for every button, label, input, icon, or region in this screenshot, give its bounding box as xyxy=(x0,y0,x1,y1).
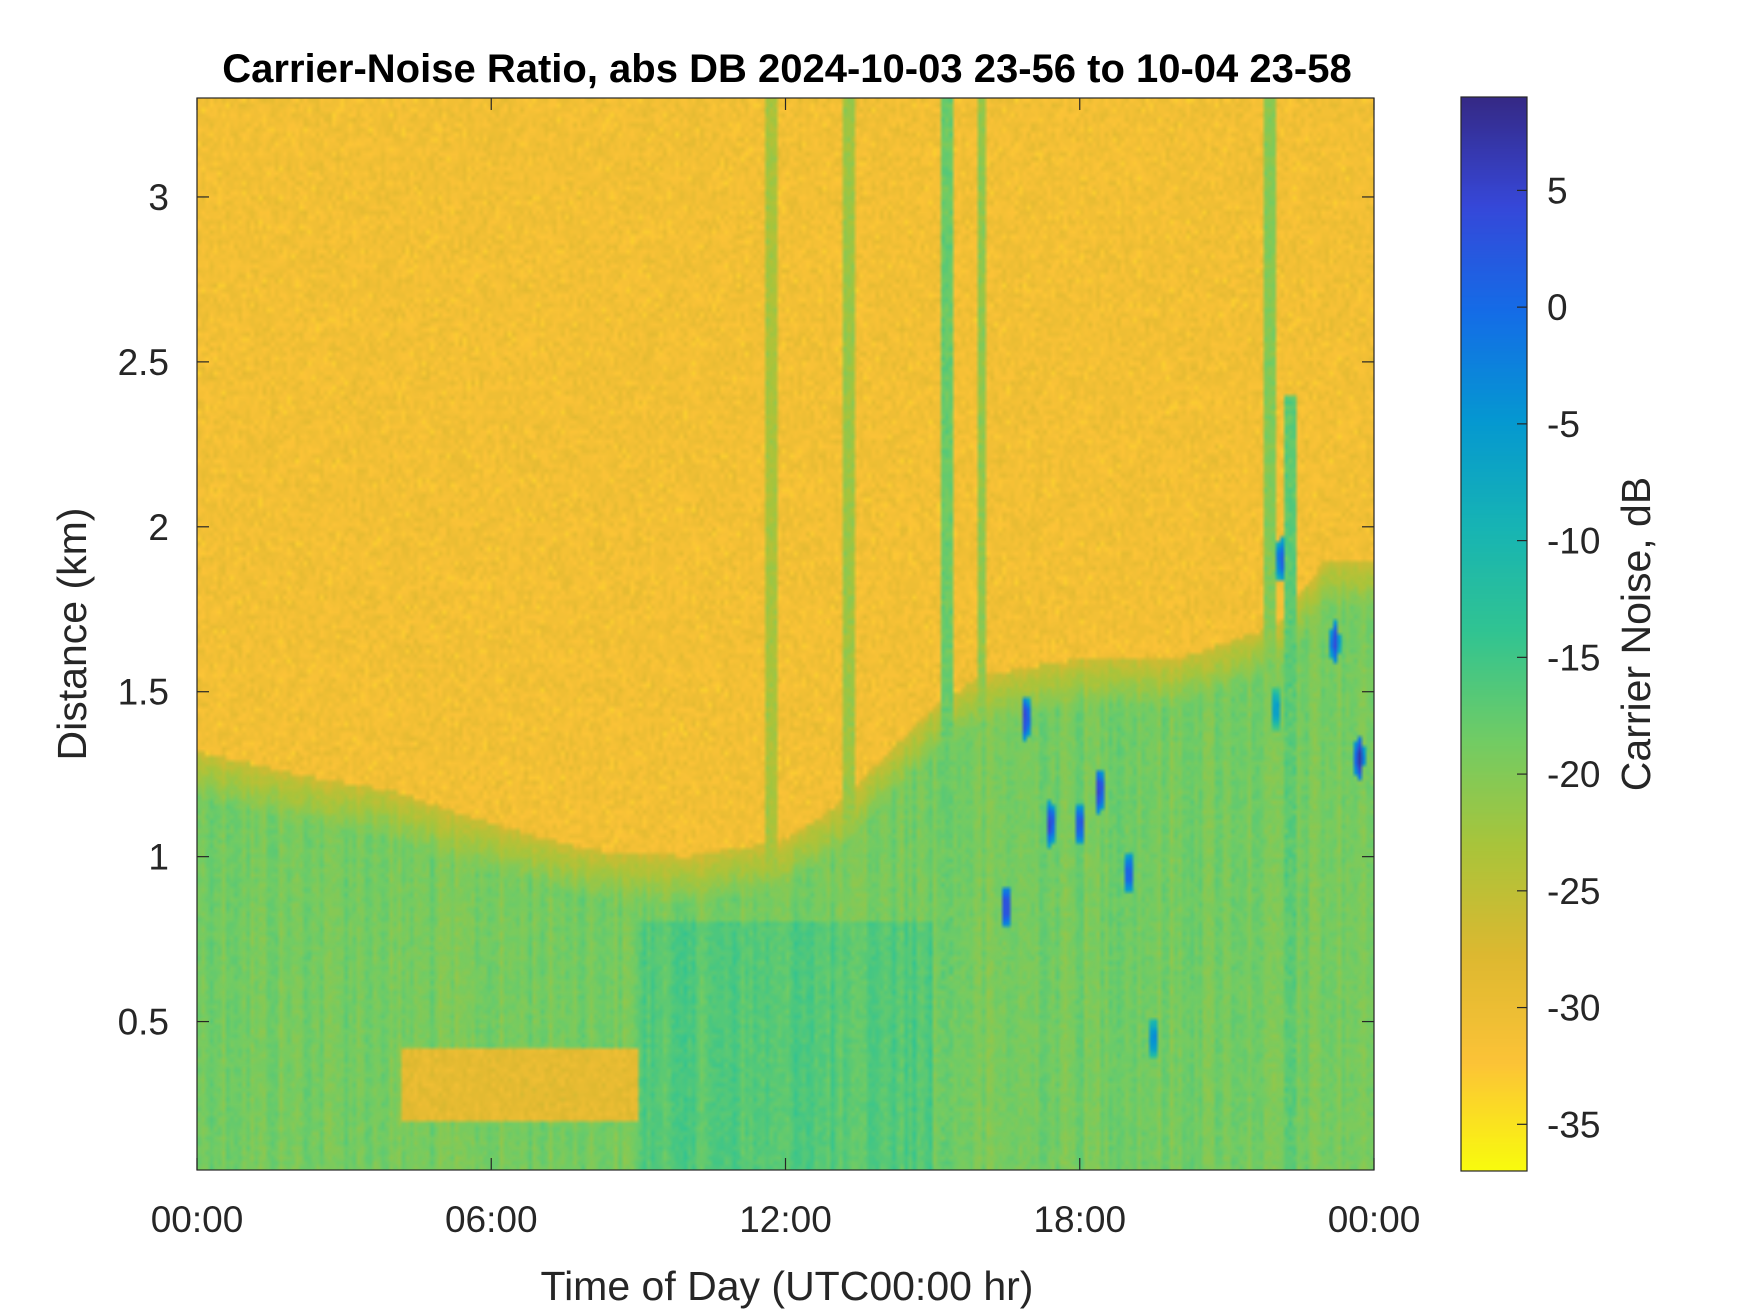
y-tick-label: 2.5 xyxy=(118,342,169,383)
y-tick-label: 3 xyxy=(148,177,169,218)
x-tick-label: 00:00 xyxy=(151,1199,244,1240)
heatmap-image xyxy=(197,98,1374,1170)
x-tick-label: 18:00 xyxy=(1033,1199,1126,1240)
y-axis: 0.5 1 1.5 2 2.5 3 xyxy=(118,177,1374,1043)
x-axis: 00:00 06:00 12:00 18:00 00:00 xyxy=(151,98,1421,1240)
colorbar-frame xyxy=(1460,96,1528,1172)
colorbar-tick-label: -30 xyxy=(1547,988,1600,1029)
y-tick-label: 2 xyxy=(148,507,169,548)
y-tick-label: 1.5 xyxy=(118,672,169,713)
colorbar-tick-label: -35 xyxy=(1547,1104,1600,1145)
colorbar-title: Carrier Noise, dB xyxy=(1613,477,1659,791)
colorbar-gradient xyxy=(1461,97,1527,1171)
x-axis-title: Time of Day (UTC00:00 hr) xyxy=(541,1263,1034,1309)
y-axis-title: Distance (km) xyxy=(49,508,95,761)
chart-title: Carrier-Noise Ratio, abs DB 2024-10-03 2… xyxy=(222,47,1351,91)
x-tick-label: 12:00 xyxy=(739,1199,832,1240)
y-tick-label: 0.5 xyxy=(118,1002,169,1043)
colorbar-tick-label: -20 xyxy=(1547,754,1600,795)
plot-area xyxy=(196,97,1375,1171)
x-tick-label: 06:00 xyxy=(445,1199,538,1240)
colorbar-tick-label: -15 xyxy=(1547,637,1600,678)
colorbar: 5 0 -5 -10 -15 -20 -25 -30 -35 Carrier Noise, dB xyxy=(1460,96,1659,1172)
colorbar-tick-label: -5 xyxy=(1547,404,1580,445)
colorbar-tick-label: -25 xyxy=(1547,871,1600,912)
colorbar-tick-label: -10 xyxy=(1547,521,1600,562)
colorbar-tick-label: 5 xyxy=(1547,170,1568,211)
colorbar-tick-label: 0 xyxy=(1547,287,1568,328)
x-tick-label: 00:00 xyxy=(1328,1199,1421,1240)
y-tick-label: 1 xyxy=(148,837,169,878)
colorbar-ticks: 5 0 -5 -10 -15 -20 -25 -30 -35 xyxy=(1517,170,1600,1145)
